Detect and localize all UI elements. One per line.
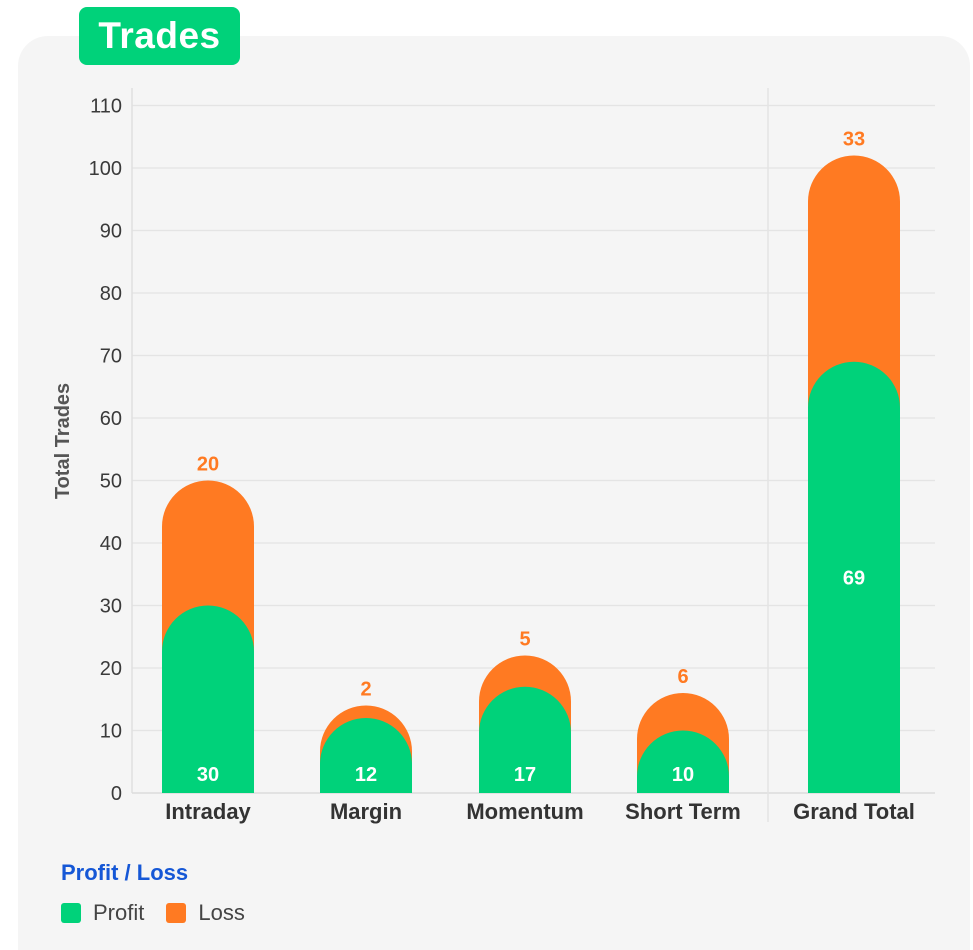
y-tick-label: 30 <box>100 596 122 618</box>
bar-profit-intraday <box>162 605 254 793</box>
y-tick-label: 70 <box>100 346 122 368</box>
chart-title: Trades <box>79 7 240 65</box>
legend-label-profit: Profit <box>93 900 145 925</box>
legend-label-loss: Loss <box>198 900 245 925</box>
data-label-loss: 33 <box>843 129 865 151</box>
bar-profit-margin <box>320 718 412 793</box>
y-tick-label: 50 <box>100 471 122 493</box>
data-label-loss: 20 <box>197 454 219 476</box>
x-tick-label: Margin <box>330 799 402 824</box>
x-tick-label: Momentum <box>466 799 583 824</box>
stacked-bar-chart: 0 10 20 30 40 50 60 70 80 90 100 110 Total Trades 20 3… <box>52 88 935 824</box>
y-tick-label: 110 <box>90 96 122 118</box>
data-label-loss: 5 <box>519 629 530 651</box>
data-label-profit: 12 <box>355 764 377 786</box>
data-label-profit: 17 <box>514 764 536 786</box>
y-tick-label: 0 <box>111 783 122 805</box>
x-tick-label: Grand Total <box>793 799 915 824</box>
y-tick-label: 100 <box>89 158 122 180</box>
legend-swatch-profit <box>61 903 81 923</box>
legend: Profit Loss <box>61 900 245 926</box>
legend-item-profit[interactable]: Profit <box>61 900 144 926</box>
bar-profit-grand-total <box>808 361 900 793</box>
y-tick-label: 60 <box>100 408 122 430</box>
y-tick-label: 90 <box>100 221 122 243</box>
y-tick-label: 20 <box>100 658 122 680</box>
y-tick-label: 80 <box>100 283 122 305</box>
data-label-profit: 69 <box>843 567 865 589</box>
x-tick-label: Intraday <box>165 799 251 824</box>
data-label-profit: 10 <box>672 764 694 786</box>
y-axis-label: Total Trades <box>52 383 74 499</box>
data-label-loss: 6 <box>677 666 688 688</box>
data-label-profit: 30 <box>197 764 219 786</box>
x-tick-label: Short Term <box>625 799 741 824</box>
y-tick-label: 10 <box>100 721 122 743</box>
bar-profit-short-term <box>637 730 729 793</box>
legend-title: Profit / Loss <box>61 860 189 885</box>
legend-item-loss[interactable]: Loss <box>166 900 245 926</box>
y-tick-label: 40 <box>100 533 122 555</box>
data-label-loss: 2 <box>360 679 371 701</box>
bar-profit-momentum <box>479 686 571 793</box>
legend-swatch-loss <box>166 903 187 923</box>
